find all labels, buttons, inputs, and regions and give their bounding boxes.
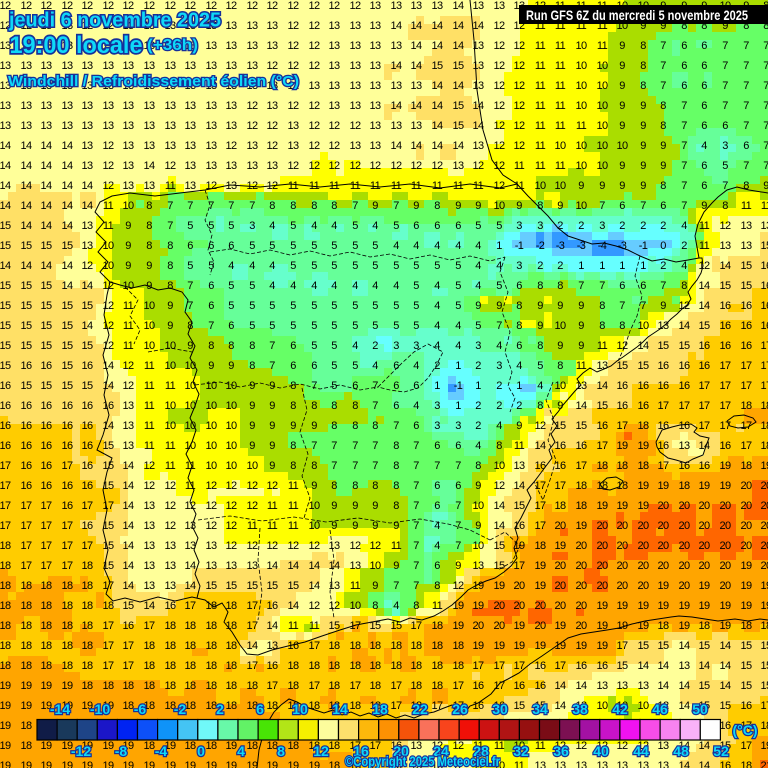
svg-text:-12: -12: [71, 743, 91, 759]
svg-text:40: 40: [593, 743, 609, 759]
svg-text:(+36h): (+36h): [147, 37, 198, 54]
svg-text:42: 42: [612, 701, 628, 717]
svg-text:16: 16: [353, 743, 369, 759]
svg-text:12: 12: [313, 743, 329, 759]
svg-text:26: 26: [452, 701, 468, 717]
svg-text:50: 50: [692, 701, 708, 717]
svg-text:8: 8: [277, 743, 285, 759]
svg-text:22: 22: [412, 701, 428, 717]
svg-text:24: 24: [433, 743, 449, 759]
svg-text:19:00 locale: 19:00 locale: [10, 32, 143, 59]
svg-text:38: 38: [572, 701, 588, 717]
svg-text:-10: -10: [90, 701, 110, 717]
svg-text:jeudi 6 novembre 2025: jeudi 6 novembre 2025: [8, 10, 221, 32]
svg-text:-8: -8: [115, 743, 128, 759]
svg-text:6: 6: [256, 701, 264, 717]
svg-text:Run GFS 6Z du mercredi 5 novem: Run GFS 6Z du mercredi 5 novembre 2025: [526, 7, 748, 23]
svg-text:48: 48: [673, 743, 689, 759]
svg-text:46: 46: [652, 701, 668, 717]
svg-text:-4: -4: [155, 743, 168, 759]
svg-text:2: 2: [216, 701, 224, 717]
svg-text:20: 20: [393, 743, 409, 759]
svg-text:32: 32: [513, 743, 529, 759]
svg-text:30: 30: [492, 701, 508, 717]
svg-text:4: 4: [237, 743, 245, 759]
svg-text:36: 36: [553, 743, 569, 759]
svg-text:52: 52: [713, 743, 729, 759]
svg-text:44: 44: [633, 743, 649, 759]
svg-text:-2: -2: [174, 701, 187, 717]
svg-text:(°C): (°C): [732, 722, 757, 738]
svg-text:28: 28: [473, 743, 489, 759]
svg-text:18: 18: [372, 701, 388, 717]
svg-text:Windchill / Refroidissement éo: Windchill / Refroidissement éolien (°C): [8, 73, 299, 90]
svg-text:©Copyright 2025 Meteociel.fr: ©Copyright 2025 Meteociel.fr: [345, 753, 500, 768]
svg-text:-6: -6: [134, 701, 147, 717]
svg-text:14: 14: [332, 701, 348, 717]
svg-text:34: 34: [532, 701, 548, 717]
svg-text:-14: -14: [50, 701, 70, 717]
svg-text:0: 0: [197, 743, 205, 759]
svg-text:10: 10: [292, 701, 308, 717]
